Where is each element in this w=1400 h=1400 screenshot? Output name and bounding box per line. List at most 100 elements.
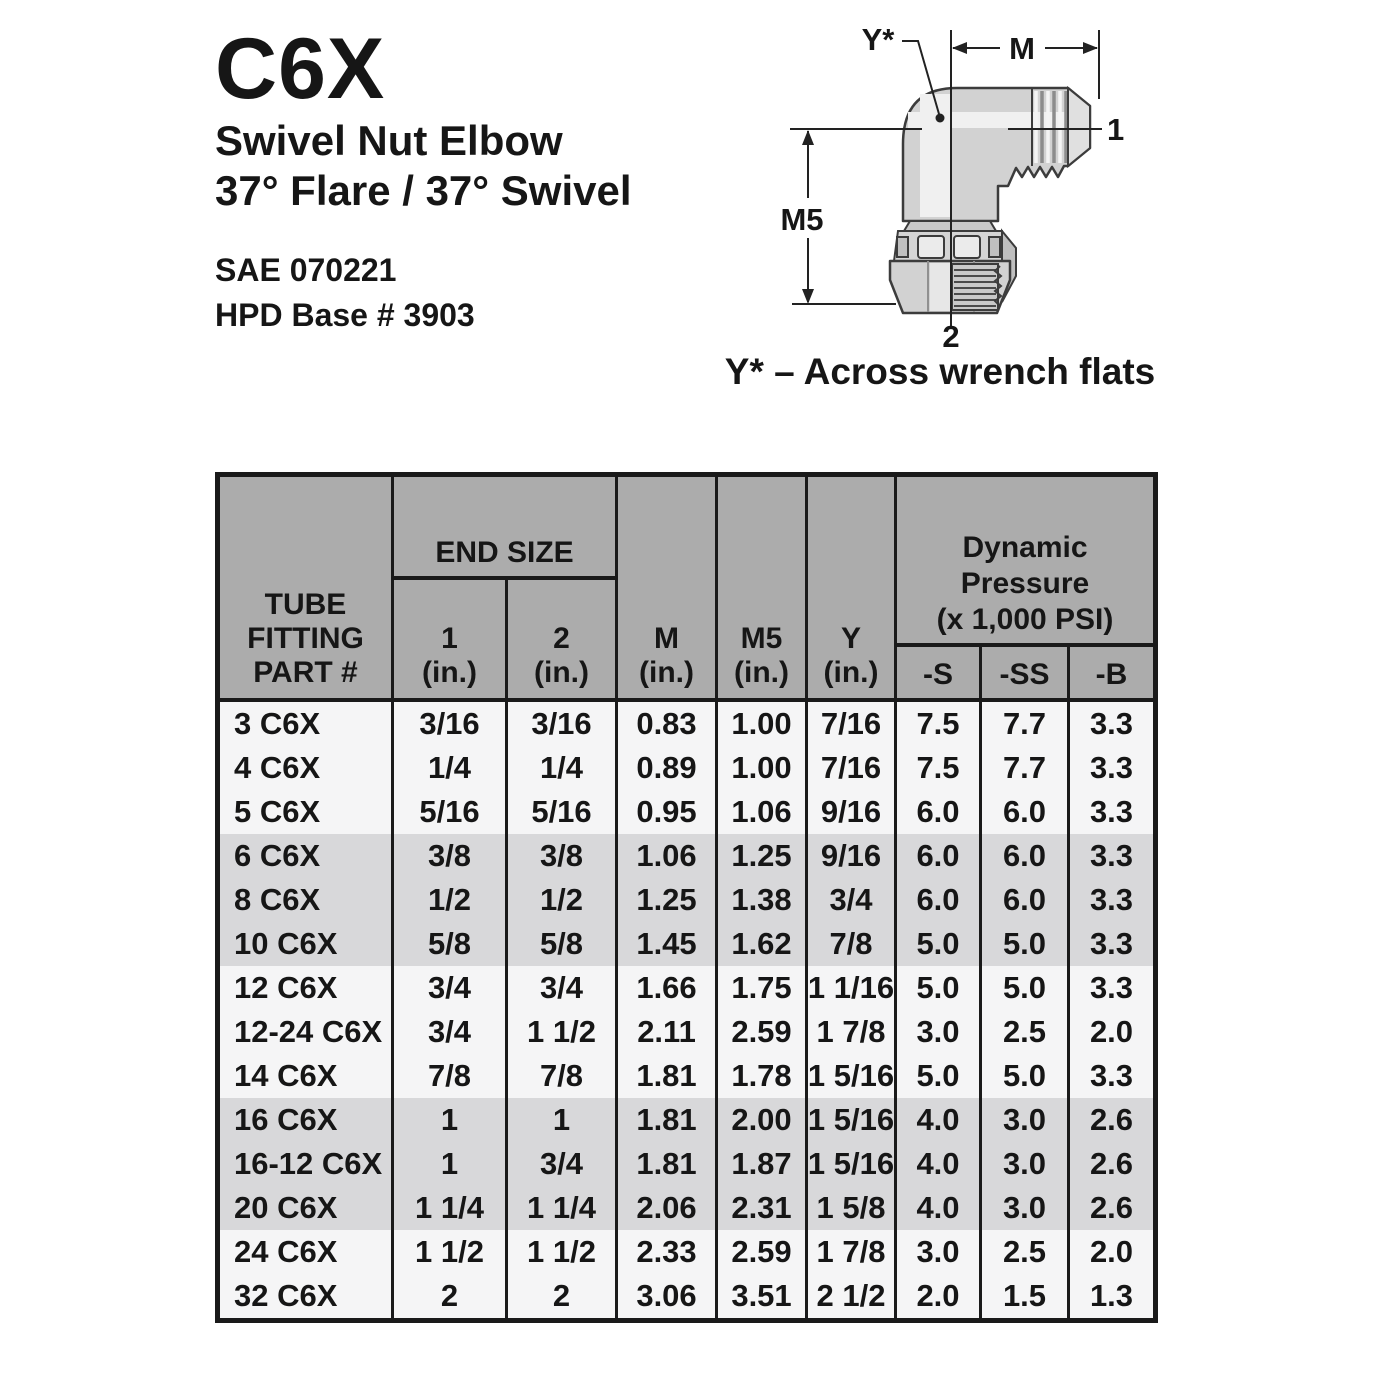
table-header: TUBE FITTING PART # END SIZE 1 (in.) 2 (… [220, 477, 1153, 702]
cell-part: 10 C6X [220, 922, 394, 966]
part-header-line: PART # [253, 656, 358, 689]
fitting-diagram: Y* M M5 1 2 [750, 14, 1180, 364]
product-name: Swivel Nut Elbow [215, 117, 563, 164]
m-label: M [654, 622, 679, 655]
col-group-dynamic-pressure: Dynamic Pressure (x 1,000 PSI) [897, 477, 1153, 647]
table-row: 4 C6X 1/4 1/4 0.89 1.00 7/16 7.5 7.7 3.3 [220, 746, 1153, 790]
cell-m: 2.33 [618, 1230, 718, 1274]
cell-ss: 3.0 [982, 1098, 1070, 1142]
table-row: 8 C6X 1/2 1/2 1.25 1.38 3/4 6.0 6.0 3.3 [220, 878, 1153, 922]
cell-s: 4.0 [897, 1186, 982, 1230]
m-arrow-right [1083, 42, 1098, 54]
wrench-flat-window [896, 236, 909, 258]
label-end-2: 2 [942, 319, 959, 354]
cell-end2: 1 1/2 [508, 1010, 618, 1054]
cell-b: 3.3 [1089, 706, 1134, 741]
cell-m: 2.11 [618, 1010, 718, 1054]
table-row: 20 C6X 1 1/4 1 1/4 2.06 2.31 1 5/8 4.0 3.0 2.6 [220, 1186, 1153, 1230]
cell-end1: 1/4 [394, 746, 508, 790]
cell-part: 16 C6X [220, 1098, 394, 1142]
cell-part: 8 C6X [220, 878, 394, 922]
cell-part: 32 C6X [220, 1274, 394, 1318]
cell-part: 5 C6X [220, 790, 394, 834]
cell-m5: 1.06 [718, 790, 808, 834]
cell-s: 6.0 [897, 834, 982, 878]
cell-ss: 5.0 [982, 1054, 1070, 1098]
cell-end2: 3/4 [508, 1142, 618, 1186]
label-y-flats: Y* [862, 22, 896, 57]
table-row: 14 C6X 7/8 7/8 1.81 1.78 1 5/16 5.0 5.0 3.3 [220, 1054, 1153, 1098]
cell-y: 7/16 [808, 702, 897, 746]
col-header-m5: M5 (in.) [718, 477, 808, 698]
col-header-end-1: 1 (in.) [394, 580, 508, 698]
cell-m: 3.06 [618, 1274, 718, 1318]
cell-part: 3 C6X [220, 702, 394, 746]
cell-part: 14 C6X [220, 1054, 394, 1098]
end-2-label: 2 [553, 622, 570, 655]
cell-y: 1 5/16 [808, 1098, 897, 1142]
cell-s: 6.0 [897, 878, 982, 922]
cell-end2: 3/16 [508, 702, 618, 746]
bore-highlight-horizontal [908, 112, 1084, 128]
cell-m: 1.81 [618, 1098, 718, 1142]
cell-end1: 2 [394, 1274, 508, 1318]
cell-m5: 1.78 [718, 1054, 808, 1098]
col-group-end-size: END SIZE [394, 477, 618, 580]
male-thread-end [1031, 85, 1091, 169]
cell-s: 7.5 [897, 702, 982, 746]
table-row: 24 C6X 1 1/2 1 1/2 2.33 2.59 1 7/8 3.0 2.5 2.0 [220, 1230, 1153, 1274]
table-row: 3 C6X 3/16 3/16 0.83 1.00 7/16 7.5 7.7 3.3 [220, 702, 1153, 746]
cell-end1: 3/4 [394, 966, 508, 1010]
cell-ss: 6.0 [982, 878, 1070, 922]
table-row: 16 C6X 1 1 1.81 2.00 1 5/16 4.0 3.0 2.6 [220, 1098, 1153, 1142]
cell-b: 2.0 [1089, 1234, 1134, 1269]
cell-m: 1.81 [618, 1142, 718, 1186]
cell-m5: 2.59 [718, 1230, 808, 1274]
cell-m5: 1.75 [718, 966, 808, 1010]
cell-s: 4.0 [897, 1142, 982, 1186]
cell-end2: 2 [508, 1274, 618, 1318]
m5-arrow-down [802, 289, 814, 304]
cell-s: 5.0 [897, 1054, 982, 1098]
cell-ss: 3.0 [982, 1142, 1070, 1186]
table-row: 32 C6X 2 2 3.06 3.51 2 1/2 2.0 1.5 1.3 [220, 1274, 1153, 1318]
end-1-label: 1 [441, 622, 458, 655]
diagram-caption: Y* – Across wrench flats [724, 351, 1156, 392]
cell-part: 12-24 C6X [220, 1010, 394, 1054]
y-leader-dot [935, 113, 945, 123]
wrench-flat-window [953, 235, 981, 259]
m-unit: (in.) [639, 656, 694, 689]
cell-ss: 3.0 [982, 1186, 1070, 1230]
cell-ss: 6.0 [982, 790, 1070, 834]
product-subtitle: Swivel Nut Elbow 37° Flare / 37° Swivel [215, 116, 632, 216]
cell-b: 3.3 [1089, 970, 1134, 1005]
cell-m5: 2.59 [718, 1010, 808, 1054]
table-row: 10 C6X 5/8 5/8 1.45 1.62 7/8 5.0 5.0 3.3 [220, 922, 1153, 966]
cell-end2: 7/8 [508, 1054, 618, 1098]
cell-end2: 5/16 [508, 790, 618, 834]
cell-b: 1.3 [1089, 1278, 1134, 1313]
cell-y: 2 1/2 [808, 1274, 897, 1318]
cell-ss: 2.5 [982, 1010, 1070, 1054]
cell-y: 1 1/16 [808, 966, 897, 1010]
part-header-line: TUBE [264, 588, 347, 621]
cell-m: 1.45 [618, 922, 718, 966]
cell-end1: 1 [394, 1098, 508, 1142]
cell-end1: 1 [394, 1142, 508, 1186]
dimension-arrows [802, 42, 1098, 304]
cell-part: 24 C6X [220, 1230, 394, 1274]
cell-m: 1.25 [618, 878, 718, 922]
cell-s: 3.0 [897, 1230, 982, 1274]
cell-s: 4.0 [897, 1098, 982, 1142]
table-row: 12 C6X 3/4 3/4 1.66 1.75 1 1/16 5.0 5.0 3.3 [220, 966, 1153, 1010]
col-header-y: Y (in.) [808, 477, 897, 698]
cell-m: 0.89 [618, 746, 718, 790]
label-m-dim: M [1009, 31, 1035, 66]
label-end-1: 1 [1107, 112, 1124, 147]
end-1-unit: (in.) [422, 656, 477, 689]
cell-m: 0.83 [618, 702, 718, 746]
cell-end2: 3/4 [508, 966, 618, 1010]
cell-s: 2.0 [897, 1274, 982, 1318]
cell-ss: 7.7 [982, 702, 1070, 746]
